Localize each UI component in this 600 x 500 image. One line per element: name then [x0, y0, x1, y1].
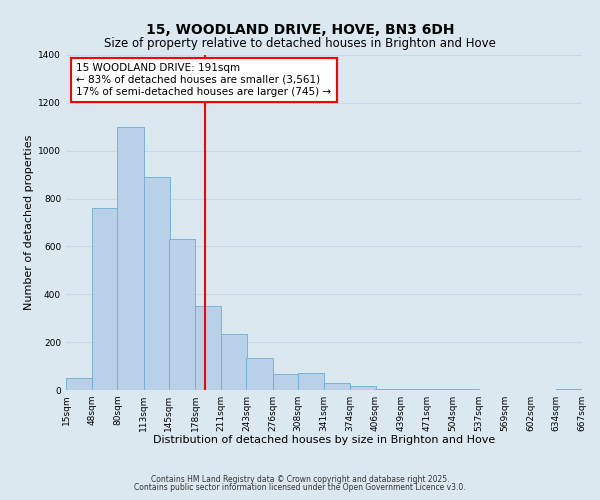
- Bar: [401, 389, 428, 390]
- Bar: [350, 386, 376, 390]
- Bar: [247, 358, 272, 390]
- Bar: [376, 389, 401, 390]
- Bar: [221, 334, 247, 390]
- Bar: [118, 127, 143, 390]
- Text: 15 WOODLAND DRIVE: 191sqm
← 83% of detached houses are smaller (3,561)
17% of se: 15 WOODLAND DRIVE: 191sqm ← 83% of detac…: [76, 64, 331, 96]
- Text: 15, WOODLAND DRIVE, HOVE, BN3 6DH: 15, WOODLAND DRIVE, HOVE, BN3 6DH: [146, 22, 454, 36]
- Text: Size of property relative to detached houses in Brighton and Hove: Size of property relative to detached ho…: [104, 38, 496, 51]
- Bar: [169, 240, 195, 390]
- Bar: [272, 374, 299, 390]
- Bar: [324, 383, 350, 390]
- Bar: [66, 378, 92, 390]
- Bar: [195, 306, 221, 390]
- Bar: [556, 389, 582, 390]
- Y-axis label: Number of detached properties: Number of detached properties: [24, 135, 34, 310]
- Bar: [298, 373, 324, 390]
- Bar: [92, 208, 118, 390]
- Text: Contains HM Land Registry data © Crown copyright and database right 2025.: Contains HM Land Registry data © Crown c…: [151, 475, 449, 484]
- X-axis label: Distribution of detached houses by size in Brighton and Hove: Distribution of detached houses by size …: [153, 436, 495, 446]
- Bar: [143, 177, 170, 390]
- Text: Contains public sector information licensed under the Open Government Licence v3: Contains public sector information licen…: [134, 483, 466, 492]
